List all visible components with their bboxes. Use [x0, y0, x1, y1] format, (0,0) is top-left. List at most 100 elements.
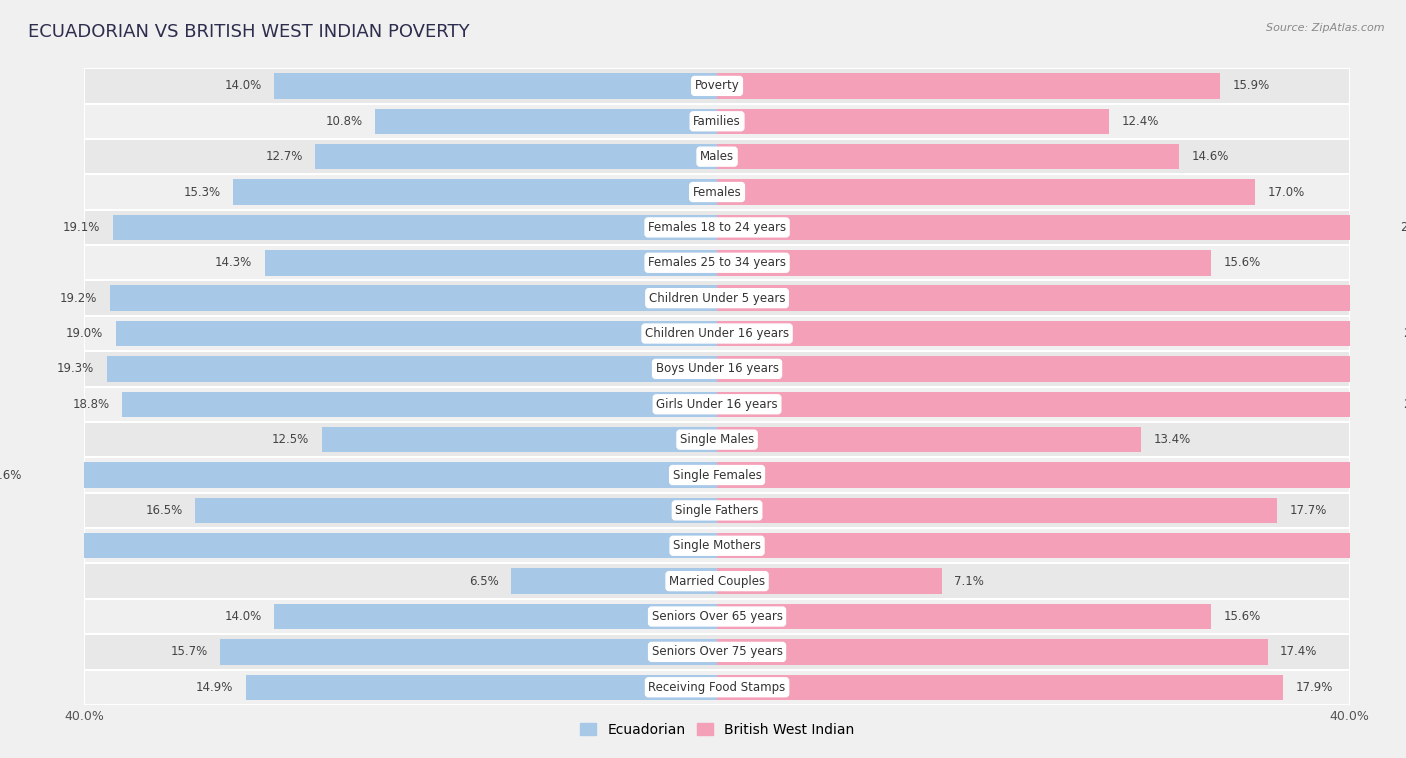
Bar [717, 675, 1284, 700]
Text: 17.0%: 17.0% [1268, 186, 1305, 199]
Bar [84, 669, 1350, 705]
Text: Single Mothers: Single Mothers [673, 539, 761, 553]
Bar [107, 356, 717, 381]
Bar [717, 427, 1142, 453]
Bar [84, 387, 1350, 422]
Text: 14.0%: 14.0% [225, 610, 262, 623]
Text: 15.9%: 15.9% [1233, 80, 1270, 92]
Text: 15.6%: 15.6% [1223, 610, 1260, 623]
Bar [717, 533, 1406, 559]
Bar [84, 528, 1350, 563]
Bar [717, 286, 1395, 311]
Bar [84, 351, 1350, 387]
Bar [717, 639, 1268, 665]
Text: Poverty: Poverty [695, 80, 740, 92]
Bar [375, 108, 717, 134]
Text: 19.2%: 19.2% [59, 292, 97, 305]
Bar [717, 250, 1211, 275]
Bar [115, 321, 717, 346]
Text: 19.3%: 19.3% [56, 362, 94, 375]
Text: Girls Under 16 years: Girls Under 16 years [657, 398, 778, 411]
Text: 17.7%: 17.7% [1289, 504, 1327, 517]
Bar [195, 498, 717, 523]
Text: 18.8%: 18.8% [73, 398, 110, 411]
Bar [322, 427, 717, 453]
Text: 10.8%: 10.8% [326, 114, 363, 128]
Bar [274, 604, 717, 629]
Text: Single Males: Single Males [681, 433, 754, 446]
Bar [717, 144, 1178, 169]
Bar [84, 493, 1350, 528]
Text: 17.4%: 17.4% [1281, 645, 1317, 659]
Text: Single Females: Single Females [672, 468, 762, 481]
Bar [84, 457, 1350, 493]
Bar [84, 139, 1350, 174]
Text: 21.3%: 21.3% [1403, 327, 1406, 340]
Bar [246, 675, 717, 700]
Text: 14.9%: 14.9% [195, 681, 233, 694]
Text: 21.2%: 21.2% [1400, 221, 1406, 234]
Text: 15.3%: 15.3% [183, 186, 221, 199]
Bar [110, 286, 717, 311]
Bar [717, 74, 1220, 99]
Bar [112, 215, 717, 240]
Bar [84, 563, 1350, 599]
Text: Boys Under 16 years: Boys Under 16 years [655, 362, 779, 375]
Bar [84, 174, 1350, 210]
Bar [84, 245, 1350, 280]
Text: 16.5%: 16.5% [145, 504, 183, 517]
Text: 14.3%: 14.3% [215, 256, 252, 269]
Text: Seniors Over 65 years: Seniors Over 65 years [651, 610, 783, 623]
Bar [264, 250, 717, 275]
Bar [84, 104, 1350, 139]
Text: Source: ZipAtlas.com: Source: ZipAtlas.com [1267, 23, 1385, 33]
Bar [122, 392, 717, 417]
Bar [717, 604, 1211, 629]
Text: 19.1%: 19.1% [63, 221, 100, 234]
Bar [233, 180, 717, 205]
Bar [717, 462, 1406, 487]
Text: 15.6%: 15.6% [1223, 256, 1260, 269]
Bar [717, 356, 1400, 381]
Text: 21.6%: 21.6% [0, 468, 21, 481]
Text: Single Fathers: Single Fathers [675, 504, 759, 517]
Text: 14.6%: 14.6% [1192, 150, 1229, 163]
Bar [84, 210, 1350, 245]
Legend: Ecuadorian, British West Indian: Ecuadorian, British West Indian [574, 718, 860, 743]
Bar [84, 422, 1350, 457]
Text: ECUADORIAN VS BRITISH WEST INDIAN POVERTY: ECUADORIAN VS BRITISH WEST INDIAN POVERT… [28, 23, 470, 41]
Text: Receiving Food Stamps: Receiving Food Stamps [648, 681, 786, 694]
Text: 14.0%: 14.0% [225, 80, 262, 92]
Bar [84, 634, 1350, 669]
Bar [0, 533, 717, 559]
Bar [717, 215, 1388, 240]
Text: 17.9%: 17.9% [1296, 681, 1333, 694]
Text: 21.3%: 21.3% [1403, 398, 1406, 411]
Bar [34, 462, 717, 487]
Text: Married Couples: Married Couples [669, 575, 765, 587]
Text: Children Under 16 years: Children Under 16 years [645, 327, 789, 340]
Text: 6.5%: 6.5% [470, 575, 499, 587]
Text: 12.7%: 12.7% [266, 150, 302, 163]
Bar [274, 74, 717, 99]
Bar [84, 599, 1350, 634]
Bar [512, 568, 717, 594]
Text: 19.0%: 19.0% [66, 327, 104, 340]
Text: Families: Families [693, 114, 741, 128]
Text: 15.7%: 15.7% [170, 645, 208, 659]
Text: Females 25 to 34 years: Females 25 to 34 years [648, 256, 786, 269]
Bar [717, 180, 1256, 205]
Bar [717, 498, 1277, 523]
Bar [717, 108, 1109, 134]
Bar [84, 316, 1350, 351]
Text: 12.5%: 12.5% [271, 433, 309, 446]
Text: 7.1%: 7.1% [955, 575, 984, 587]
Bar [717, 568, 942, 594]
Text: Females 18 to 24 years: Females 18 to 24 years [648, 221, 786, 234]
Text: Females: Females [693, 186, 741, 199]
Bar [315, 144, 717, 169]
Text: Children Under 5 years: Children Under 5 years [648, 292, 786, 305]
Bar [84, 68, 1350, 104]
Text: 12.4%: 12.4% [1122, 114, 1160, 128]
Bar [717, 321, 1391, 346]
